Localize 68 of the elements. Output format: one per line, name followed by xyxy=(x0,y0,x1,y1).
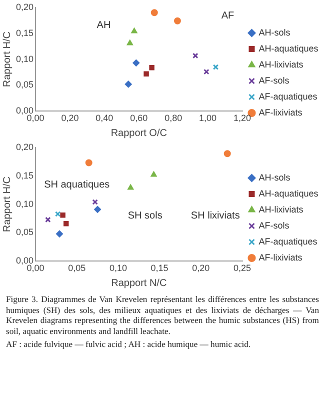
legend-label: AH-aquatiques xyxy=(258,188,319,198)
point xyxy=(124,80,132,88)
y-tick-label: 0,15 xyxy=(16,170,34,180)
legend-label: AF-lixiviats xyxy=(258,107,303,118)
point xyxy=(224,150,231,158)
text: AF : acide fulvique — fulvic acid ; AH : acide humique — humic acid. xyxy=(6,339,252,350)
legend-label: AF-lixiviats xyxy=(258,252,303,262)
y-axis-title: Rapport H/C xyxy=(2,32,13,88)
x-tick-label: 0,20 xyxy=(61,113,79,124)
legend-label: AF-aquatiques xyxy=(258,91,318,102)
legend-label: AH-lixiviats xyxy=(258,59,304,70)
x-tick-label: 0,15 xyxy=(150,263,168,274)
point xyxy=(174,17,181,24)
legend-label: AH-sols xyxy=(258,172,291,182)
annotation: AF xyxy=(221,10,234,22)
x-tick-label: 0,05 xyxy=(68,263,86,274)
point xyxy=(85,159,92,166)
point xyxy=(131,28,138,34)
x-axis-title: Rapport O/C xyxy=(110,128,167,139)
x-tick-label: 0,10 xyxy=(109,263,127,274)
legend-label: AF-aquatiques xyxy=(258,236,318,246)
y-tick-label: 0,20 xyxy=(16,2,34,12)
y-tick-label: 0,10 xyxy=(16,198,34,209)
x-tick-label: 0,25 xyxy=(233,263,252,274)
x-tick-label: 0,40 xyxy=(96,113,114,124)
y-tick-label: 0,00 xyxy=(16,106,34,116)
x-tick-label: 1,20 xyxy=(233,113,252,124)
point xyxy=(54,211,61,217)
point xyxy=(150,9,158,16)
point xyxy=(63,221,69,226)
y-tick-label: 0,15 xyxy=(16,28,34,38)
point xyxy=(149,64,154,70)
point xyxy=(212,64,219,70)
point xyxy=(60,212,66,218)
x-tick-label: 0,00 xyxy=(26,113,44,124)
y-tick-label: 0,00 xyxy=(16,256,34,266)
x-tick-label: 0,20 xyxy=(192,263,210,274)
y-axis-title: Rapport H/C xyxy=(2,176,13,232)
point xyxy=(128,184,134,190)
annotation: SH aquatiques xyxy=(44,180,110,191)
y-tick-label: 0,05 xyxy=(16,227,34,238)
point xyxy=(132,59,140,66)
y-tick-label: 0,20 xyxy=(16,142,34,152)
legend-label: AH-sols xyxy=(258,27,291,38)
point xyxy=(204,68,210,75)
caption: Figure 3. Diagrammes de Van Krevelen représentant les différences entre les substances humiques (SH) des sols, des milieux aquatiques et des lixiviats de décharges — Van Krevelen diagrams representing the differences between the humic substances (HS) from soil, aquatic environments and landfill leachate. xyxy=(6,294,319,336)
legend-label: AH-lixiviats xyxy=(258,204,304,214)
legend-label: AF-sols xyxy=(258,220,290,230)
point xyxy=(126,40,134,46)
legend-label: AF-sols xyxy=(258,75,290,86)
y-tick-label: 0,05 xyxy=(16,80,34,90)
x-axis-title: Rapport N/C xyxy=(111,278,167,289)
point xyxy=(150,171,157,177)
point xyxy=(192,52,198,59)
point xyxy=(45,216,51,223)
annotation: SH lixiviats xyxy=(190,210,240,222)
x-tick-label: 0,60 xyxy=(130,113,148,124)
legend-label: AH-aquatiques xyxy=(258,43,319,54)
point xyxy=(144,71,149,76)
x-tick-label: 0,80 xyxy=(164,113,182,124)
point xyxy=(92,199,98,205)
y-tick-label: 0,10 xyxy=(16,54,34,64)
x-tick-label: 0,00 xyxy=(26,263,44,274)
point xyxy=(56,230,63,238)
annotation: SH sols xyxy=(128,210,162,222)
point xyxy=(94,206,102,213)
x-tick-label: 1,00 xyxy=(199,113,217,124)
annotation: AH xyxy=(96,20,111,31)
